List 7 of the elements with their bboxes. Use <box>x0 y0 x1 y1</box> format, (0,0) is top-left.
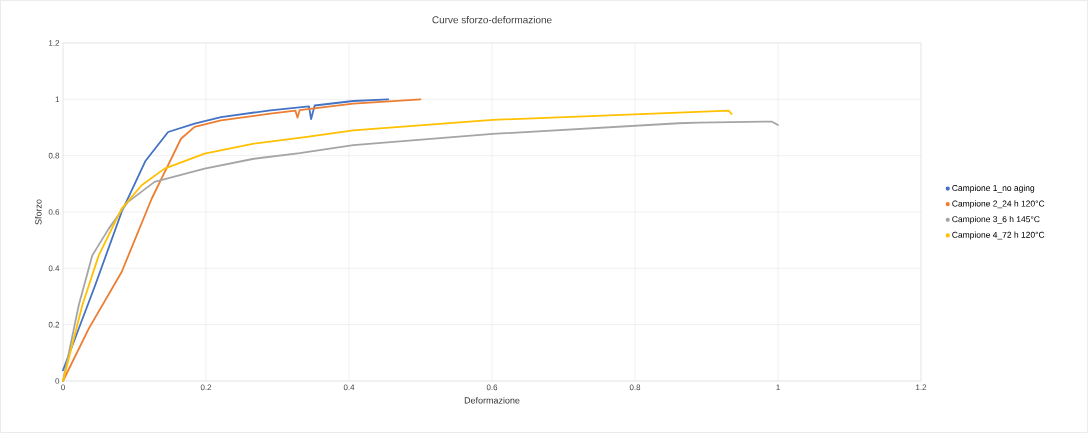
legend-label: Campione 1_no aging <box>952 184 1035 193</box>
y-axis-title: Sforzo <box>35 199 42 225</box>
legend-label: Campione 2_24 h 120°C <box>952 200 1045 209</box>
x-axis-title: Deformazione <box>464 396 520 404</box>
chart-title: Curve sforzo-deformazione <box>432 16 552 24</box>
legend-label: Campione 4_72 h 120°C <box>952 231 1045 240</box>
legend-label: Campione 3_6 h 145°C <box>952 215 1040 224</box>
